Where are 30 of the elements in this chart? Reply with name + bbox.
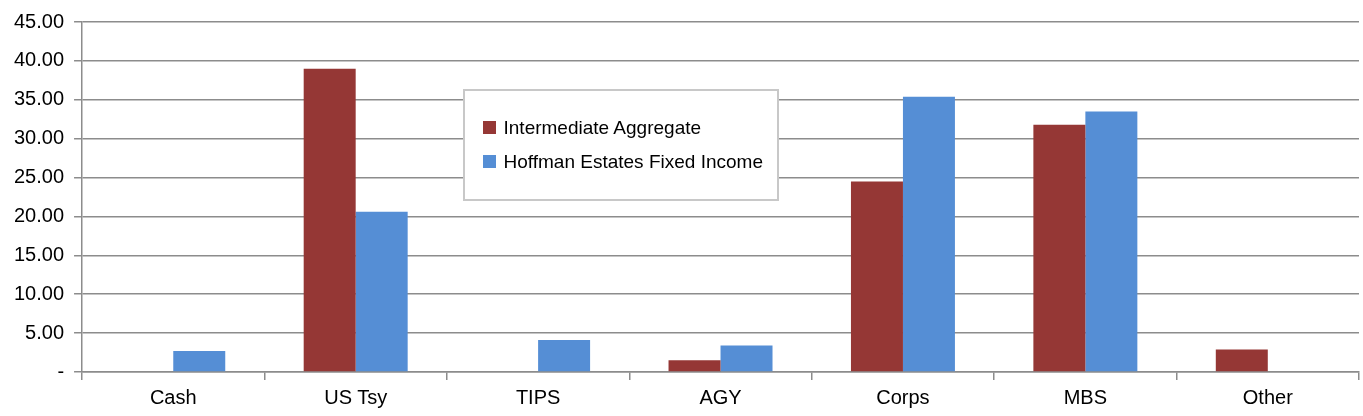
bar: [173, 351, 226, 372]
y-tick-label: 40.00: [13, 48, 65, 71]
legend-label: Hoffman Estates Fixed Income: [503, 150, 763, 173]
y-tick-label: 45.00: [13, 9, 65, 32]
y-tick-label: 25.00: [13, 165, 65, 188]
bar: [1033, 124, 1086, 372]
y-tick-label: 35.00: [13, 87, 65, 110]
bar: [668, 360, 721, 372]
y-tick-label: 15.00: [13, 242, 65, 265]
y-tick-label: 30.00: [13, 126, 65, 149]
x-tick-label: TIPS: [515, 385, 561, 408]
bar: [1215, 349, 1268, 372]
bar: [303, 68, 356, 372]
bar: [720, 345, 773, 372]
x-tick-label: AGY: [699, 385, 742, 408]
bar: [1085, 111, 1138, 372]
y-tick-label: 10.00: [13, 281, 65, 304]
bar: [538, 340, 591, 372]
legend-label: Intermediate Aggregate: [503, 116, 702, 139]
bar: [902, 96, 955, 372]
y-tick-label: 20.00: [13, 203, 65, 226]
y-tick-label: 5.00: [25, 320, 65, 343]
x-tick-label: MBS: [1063, 385, 1108, 408]
x-tick-label: US Tsy: [324, 385, 388, 408]
x-tick-label: Other: [1242, 385, 1294, 408]
x-tick-label: Corps: [876, 385, 930, 408]
bar: [850, 181, 903, 372]
y-tick-label: -: [57, 359, 65, 382]
x-tick-label: Cash: [149, 385, 197, 408]
bar: [355, 211, 408, 372]
